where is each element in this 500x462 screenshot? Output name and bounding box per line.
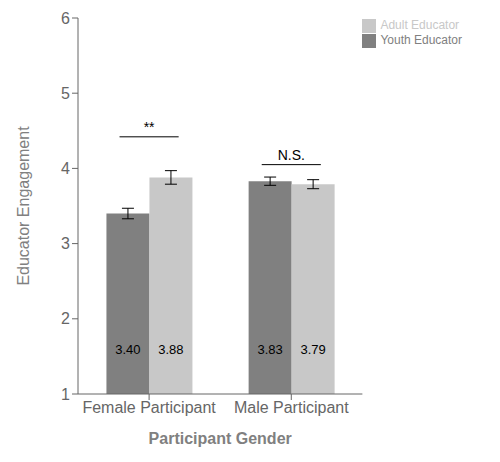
svg-text:1: 1 [61, 386, 70, 403]
svg-text:Educator Engagement: Educator Engagement [15, 126, 32, 286]
svg-text:3.88: 3.88 [158, 342, 183, 357]
html-text:Adult Educator: Adult Educator [380, 18, 460, 32]
svg-text:2: 2 [61, 310, 70, 327]
html-text:Youth Educator: Youth Educator [380, 32, 462, 47]
svg-text:N.S.: N.S. [278, 147, 305, 163]
svg-text:3: 3 [61, 235, 70, 252]
svg-text:Female Participant: Female Participant [82, 399, 216, 416]
svg-text:3.40: 3.40 [115, 342, 140, 357]
svg-text:3.83: 3.83 [257, 342, 282, 357]
svg-text:Male Participant: Male Participant [234, 399, 349, 416]
svg-text:**: ** [144, 119, 155, 135]
svg-text:4: 4 [61, 160, 70, 177]
svg-text:5: 5 [61, 85, 70, 102]
svg-text:3.79: 3.79 [300, 342, 325, 357]
svg-text:6: 6 [61, 10, 70, 27]
svg-text:Participant Gender: Participant Gender [149, 430, 292, 447]
